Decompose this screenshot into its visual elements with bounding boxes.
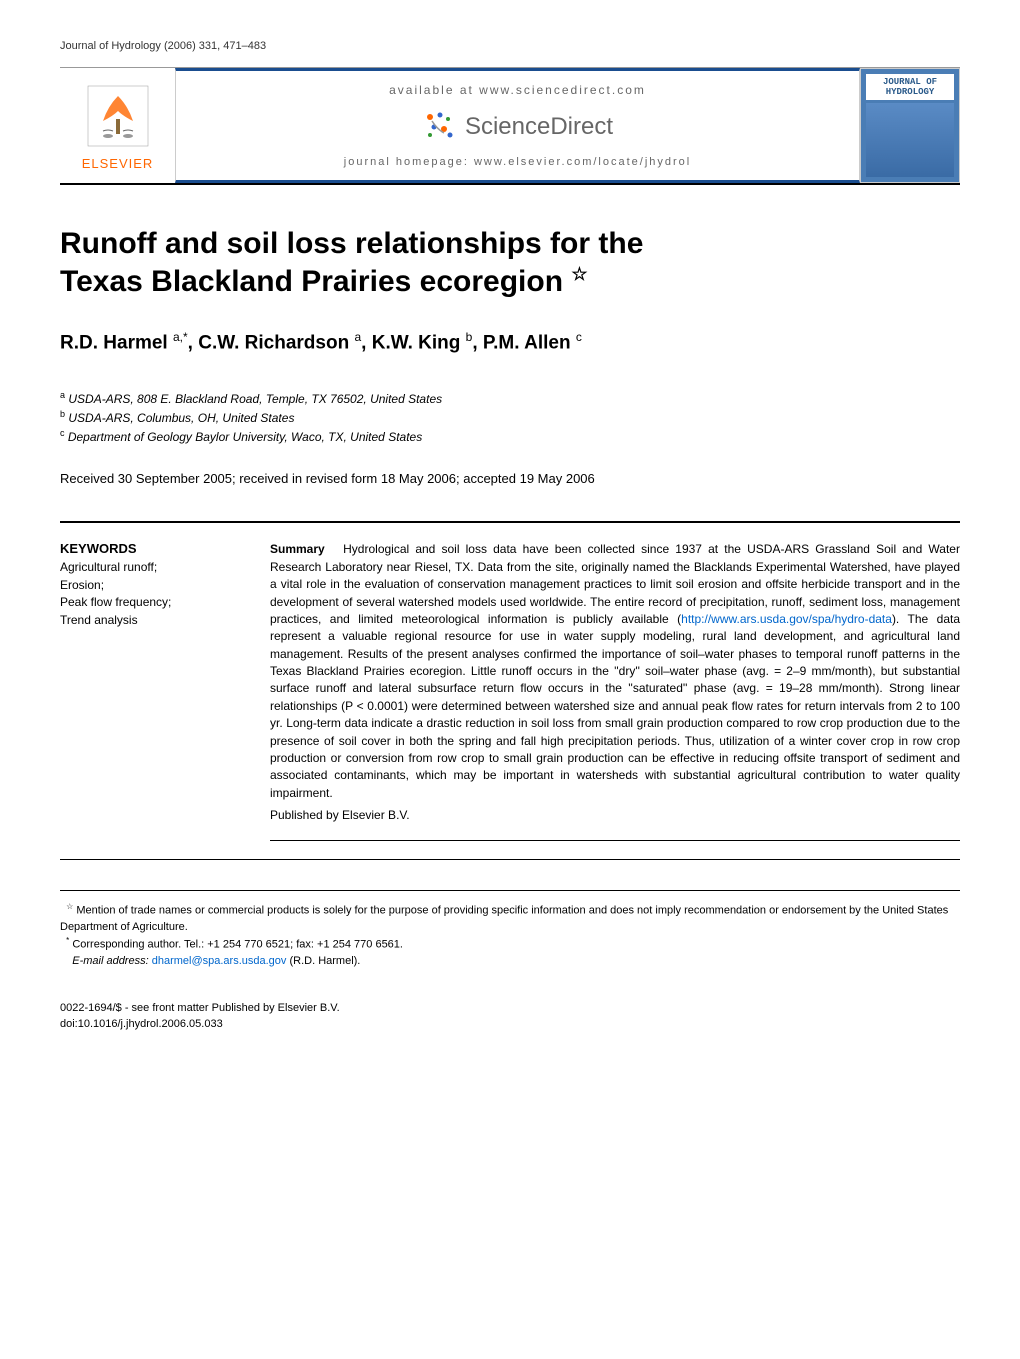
cover-title: JOURNAL OF HYDROLOGY [866, 74, 954, 100]
summary-text-2: ). The data represent a valuable regiona… [270, 612, 960, 800]
copyright: 0022-1694/$ - see front matter Published… [60, 1000, 960, 1017]
affiliations: a USDA-ARS, 808 E. Blackland Road, Templ… [60, 389, 960, 446]
article-title: Runoff and soil loss relationships for t… [60, 225, 960, 300]
footer: 0022-1694/$ - see front matter Published… [60, 1000, 960, 1033]
author-1: R.D. Harmel [60, 332, 168, 353]
banner-center: available at www.sciencedirect.com Scien… [175, 68, 860, 183]
affiliation-a: a USDA-ARS, 808 E. Blackland Road, Templ… [60, 389, 960, 408]
title-line-1: Runoff and soil loss relationships for t… [60, 227, 643, 260]
journal-citation: Journal of Hydrology (2006) 331, 471–483 [60, 40, 960, 52]
keywords-list: Agricultural runoff; Erosion; Peak flow … [60, 559, 235, 629]
published-by: Published by Elsevier B.V. [270, 807, 960, 824]
author-1-affiliation: a, [173, 330, 183, 344]
author-4-affiliation: c [576, 330, 582, 344]
footnote-corresponding: * Corresponding author. Tel.: +1 254 770… [60, 935, 960, 953]
keywords-column: KEYWORDS Agricultural runoff; Erosion; P… [60, 541, 235, 840]
received-dates: Received 30 September 2005; received in … [60, 471, 960, 486]
elsevier-tree-icon [83, 81, 153, 151]
summary-link[interactable]: http://www.ars.usda.gov/spa/hydro-data [681, 612, 892, 626]
keywords-title: KEYWORDS [60, 541, 235, 556]
keyword-item: Peak flow frequency; [60, 594, 235, 611]
email-link[interactable]: dharmel@spa.ars.usda.gov [152, 955, 287, 967]
affiliation-c: c Department of Geology Baylor Universit… [60, 427, 960, 446]
keyword-item: Agricultural runoff; [60, 559, 235, 576]
summary-label: Summary [270, 542, 325, 556]
abstract-box: KEYWORDS Agricultural runoff; Erosion; P… [60, 521, 960, 859]
author-4: , P.M. Allen [472, 332, 570, 353]
summary-column: Summary Hydrological and soil loss data … [270, 541, 960, 840]
doi: doi:10.1016/j.jhydrol.2006.05.033 [60, 1016, 960, 1033]
journal-homepage-text: journal homepage: www.elsevier.com/locat… [344, 156, 691, 168]
affiliation-b: b USDA-ARS, Columbus, OH, United States [60, 408, 960, 427]
keyword-item: Erosion; [60, 577, 235, 594]
sciencedirect-logo: ScienceDirect [422, 109, 613, 144]
available-at-text: available at www.sciencedirect.com [389, 83, 646, 97]
footnote-email: E-mail address: dharmel@spa.ars.usda.gov… [60, 953, 960, 970]
author-2: , C.W. Richardson [188, 332, 350, 353]
sciencedirect-label: ScienceDirect [465, 113, 613, 141]
title-line-2: Texas Blackland Prairies ecoregion [60, 265, 563, 298]
keyword-item: Trend analysis [60, 612, 235, 629]
publisher-banner: ELSEVIER available at www.sciencedirect.… [60, 67, 960, 185]
authors-list: R.D. Harmel a,*, C.W. Richardson a, K.W.… [60, 330, 960, 354]
elsevier-label: ELSEVIER [82, 156, 154, 171]
footnotes: ☆ Mention of trade names or commercial p… [60, 890, 960, 970]
sciencedirect-icon [422, 109, 457, 144]
footnote-mention: ☆ Mention of trade names or commercial p… [60, 901, 960, 936]
author-3: , K.W. King [361, 332, 460, 353]
journal-cover-thumbnail: JOURNAL OF HYDROLOGY [860, 68, 960, 183]
title-footnote-star: ☆ [571, 264, 587, 284]
elsevier-logo: ELSEVIER [60, 68, 175, 183]
